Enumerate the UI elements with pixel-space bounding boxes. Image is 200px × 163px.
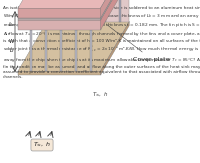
Text: Cover plate: Cover plate [107,24,170,61]
Polygon shape [18,22,129,71]
Polygon shape [45,0,76,30]
Text: Chip, $T_c$, $q_c$: Chip, $T_c$, $q_c$ [0,162,1,163]
Polygon shape [104,0,106,22]
Polygon shape [119,0,121,22]
Polygon shape [90,30,92,71]
Polygon shape [101,0,129,30]
Polygon shape [30,30,32,71]
Polygon shape [18,0,129,18]
Polygon shape [30,0,61,30]
Polygon shape [18,8,101,18]
Polygon shape [18,71,101,75]
Polygon shape [101,22,129,75]
Text: Heat sink, $k$: Heat sink, $k$ [0,162,1,163]
Polygon shape [60,0,91,30]
Polygon shape [101,0,129,18]
Polygon shape [45,30,47,71]
Polygon shape [101,0,129,20]
Polygon shape [89,0,91,22]
Polygon shape [18,20,101,30]
Polygon shape [18,0,129,20]
Polygon shape [75,30,77,71]
Polygon shape [75,0,106,30]
Text: $L_f$: $L_f$ [9,46,15,55]
Text: Solder, $R_{t,c}$: Solder, $R_{t,c}$ [0,162,1,163]
Polygon shape [60,30,62,71]
Text: $T_\infty,\ h$: $T_\infty,\ h$ [92,91,108,99]
Polygon shape [59,0,61,22]
Polygon shape [47,0,129,22]
Polygon shape [74,0,76,22]
Polygon shape [18,18,101,20]
Text: $L_b$: $L_b$ [8,21,16,29]
Text: $T_\infty,\ h$: $T_\infty,\ h$ [33,141,51,149]
Polygon shape [90,0,121,30]
Text: An isothermal silicon chip of width W= 20 mm on a side is soldered to an aluminu: An isothermal silicon chip of width W= 2… [3,6,200,79]
Polygon shape [18,0,129,8]
Text: W: W [8,39,14,44]
